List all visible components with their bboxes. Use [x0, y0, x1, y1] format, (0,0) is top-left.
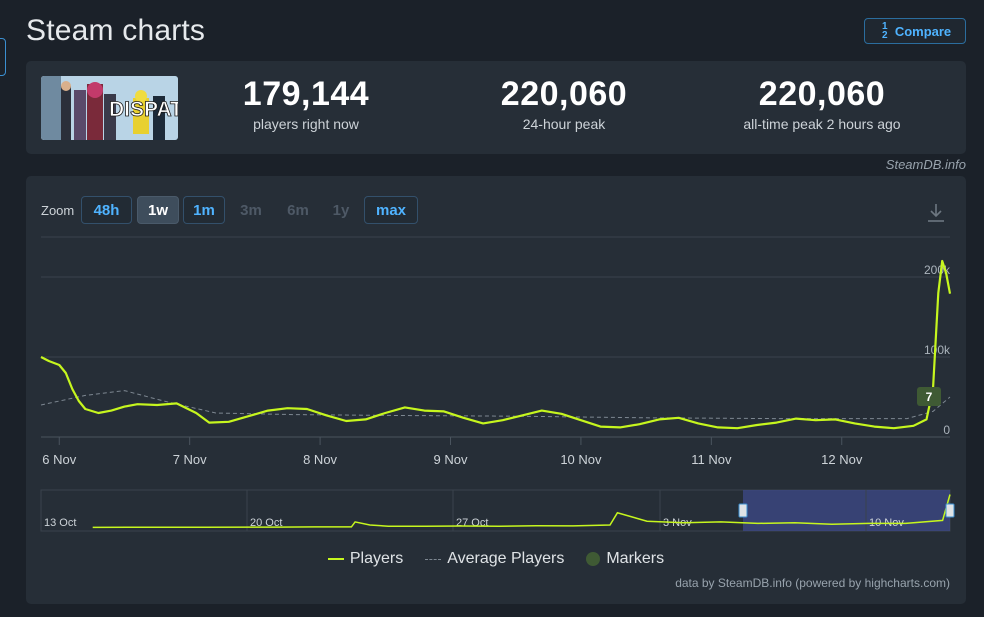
zoom-button-1y: 1y — [332, 201, 350, 219]
zoom-button-6m: 6m — [287, 201, 309, 219]
zoom-button-max[interactable]: max — [364, 196, 418, 224]
navigator-label: 13 Oct — [44, 517, 76, 529]
zoom-button-1m[interactable]: 1m — [183, 196, 225, 224]
x-tick-label: 11 Nov — [691, 452, 732, 467]
event-marker-label: 7 — [926, 390, 933, 404]
compare-label: Compare — [894, 23, 952, 39]
x-tick-label: 7 Nov — [173, 452, 207, 467]
y-tick-label: 100k — [924, 343, 951, 357]
navigator-handle[interactable] — [945, 503, 955, 518]
stat-current-value: 179,144 — [242, 75, 370, 113]
zoom-label: Zoom — [41, 203, 75, 218]
highcharts-credit[interactable]: data by SteamDB.info (powered by highcha… — [675, 576, 950, 590]
x-tick-label: 8 Nov — [303, 452, 337, 467]
legend-average[interactable]: Average Players — [425, 550, 564, 568]
navigator-label: 27 Oct — [456, 517, 488, 529]
stat-24h-peak-value: 220,060 — [500, 75, 628, 113]
legend-markers-swatch — [586, 552, 601, 566]
stat-24h-peak: 220,060 24-hour peak — [444, 75, 684, 132]
download-icon[interactable] — [926, 202, 946, 224]
navigator-selected-range[interactable] — [743, 490, 950, 531]
navigator-label: 20 Oct — [250, 517, 282, 529]
stats-card: DISPATCH 179,144 players right now 220,0… — [26, 61, 966, 154]
x-tick-label: 12 Nov — [821, 452, 863, 467]
legend-markers-label: Markers — [606, 550, 665, 567]
series-average-players-line — [40, 390, 951, 420]
zoom-button-48h[interactable]: 48h — [81, 196, 132, 224]
navigator-series-line — [92, 494, 951, 529]
legend-average-swatch — [425, 558, 442, 560]
legend-average-label: Average Players — [447, 550, 565, 567]
stat-24h-peak-label: 24-hour peak — [522, 116, 606, 132]
legend-markers[interactable]: Markers — [586, 550, 664, 568]
legend-players[interactable]: Players — [327, 550, 404, 568]
stat-alltime-peak: 220,060 all-time peak 2 hours ago — [702, 75, 942, 132]
legend-players-swatch — [327, 558, 344, 560]
chart-legend: Players Average Players Markers — [26, 550, 966, 568]
page-title: Steam charts — [26, 14, 206, 47]
x-tick-label: 10 Nov — [560, 452, 602, 467]
game-cover-image: DISPATCH — [41, 76, 178, 140]
chart-card: Zoom 48h 1w 1m 3m 6m 1y max 0 100k 200k 6 Nov 7 No… — [26, 176, 966, 604]
event-marker[interactable] — [917, 387, 941, 406]
stat-alltime-peak-label: all-time peak 2 hours ago — [743, 116, 901, 132]
stat-current: 179,144 players right now — [186, 75, 426, 132]
x-tick-label: 9 Nov — [434, 452, 468, 467]
steamdb-credit[interactable]: SteamDB.info — [885, 157, 966, 172]
y-tick-label: 0 — [943, 423, 950, 437]
game-logo-text: DISPATCH — [109, 98, 178, 121]
zoom-button-3m: 3m — [240, 201, 262, 219]
side-tab[interactable] — [0, 38, 6, 76]
stat-current-label: players right now — [253, 116, 359, 132]
navigator-handle[interactable] — [738, 503, 748, 518]
stat-alltime-peak-value: 220,060 — [758, 75, 886, 113]
x-tick-label: 6 Nov — [42, 452, 76, 467]
zoom-button-1w[interactable]: 1w — [137, 196, 179, 224]
legend-players-label: Players — [349, 550, 404, 567]
series-players-line[interactable] — [40, 259, 952, 430]
